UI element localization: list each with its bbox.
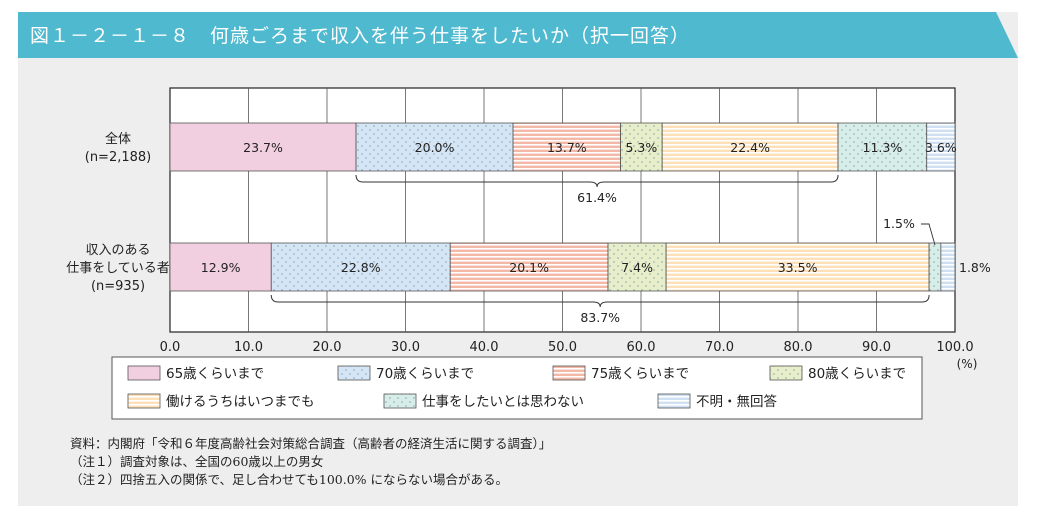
bar-value-label: 20.0%	[415, 140, 455, 155]
bracket	[270, 294, 930, 308]
bar-segment	[661, 122, 839, 172]
bracket-label-bg	[576, 309, 625, 326]
bar-value-label: 3.6%	[925, 140, 957, 155]
legend-label: 不明・無回答	[696, 393, 777, 410]
x-axis-unit: (%)	[957, 357, 978, 371]
bar-value-label: 23.7%	[243, 140, 283, 155]
x-tick-label: 20.0	[313, 340, 342, 355]
bar-value-label: 13.7%	[547, 140, 587, 155]
bar-value-label: 5.3%	[626, 140, 658, 155]
bar-segment	[169, 122, 357, 172]
label-leader-line	[920, 223, 936, 246]
legend-swatch	[769, 365, 803, 381]
x-tick-label: 100.0	[936, 340, 973, 355]
legend-label: 70歳くらいまで	[376, 366, 474, 382]
bar-segment	[607, 242, 667, 292]
note-2: （注２）四捨五入の関係で、足し合わせても100.0% にならない場合がある。	[70, 472, 509, 487]
legend-swatch	[552, 365, 586, 381]
bracket	[355, 174, 839, 188]
bar-value-label: 33.5%	[778, 260, 818, 275]
bar-segment	[928, 242, 942, 292]
x-tick-label: 70.0	[705, 340, 734, 355]
bar-value-label: 1.5%	[883, 216, 915, 231]
x-tick-label: 80.0	[784, 340, 813, 355]
figure-title: 図１－２－１－８ 何歳ごろまで収入を伴う仕事をしたいか（択一回答）	[30, 25, 691, 47]
bar-value-label: 12.9%	[201, 260, 241, 275]
x-tick-label: 50.0	[548, 340, 577, 355]
x-tick-label: 60.0	[627, 340, 656, 355]
legend-label: 65歳くらいまで	[166, 366, 264, 382]
source-note: 資料：内閣府「令和６年度高齢社会対策総合調査（高齢者の経済生活に関する調査）」	[70, 436, 552, 451]
bar-value-label: 20.1%	[509, 260, 549, 275]
legend-swatch	[383, 393, 417, 409]
bar-value-label: 11.3%	[863, 140, 903, 155]
bracket-label: 83.7%	[580, 310, 620, 325]
x-tick-label: 90.0	[862, 340, 891, 355]
legend-label: 仕事をしたいとは思わない	[422, 394, 584, 410]
bar-value-label: 22.8%	[341, 260, 381, 275]
x-tick-label: 30.0	[391, 340, 420, 355]
x-tick-label: 0.0	[160, 340, 181, 355]
legend-swatch	[127, 365, 161, 381]
bar-segment	[512, 122, 621, 172]
bracket-label-bg	[573, 189, 622, 206]
x-tick-label: 40.0	[470, 340, 499, 355]
x-tick-label: 10.0	[234, 340, 263, 355]
bar-value-label: 22.4%	[730, 140, 770, 155]
title-bar	[18, 12, 1018, 58]
category-label: 全体(n=2,188)	[85, 131, 152, 165]
bar-segment	[940, 242, 956, 292]
bar-value-label: 7.4%	[621, 260, 653, 275]
legend-label: 80歳くらいまで	[808, 366, 906, 382]
bar-segment	[169, 242, 272, 292]
bar-segment	[665, 242, 930, 292]
bar-segment	[926, 122, 956, 172]
legend-label: 働けるうちはいつまでも	[166, 394, 315, 410]
legend-label: 75歳くらいまで	[591, 366, 689, 382]
bar-segment	[837, 122, 928, 172]
bar-segment	[620, 122, 663, 172]
legend-swatch	[657, 393, 691, 409]
note-1: （注１）調査対象は、全国の60歳以上の男女	[70, 454, 324, 469]
bracket-label: 61.4%	[577, 190, 617, 205]
category-label: 収入のある仕事をしている者(n=935)	[66, 243, 170, 294]
bar-segment	[449, 242, 609, 292]
legend-swatch	[127, 393, 161, 409]
legend-swatch	[337, 365, 371, 381]
bar-value-label: 1.8%	[959, 260, 991, 275]
bar-segment	[355, 122, 514, 172]
